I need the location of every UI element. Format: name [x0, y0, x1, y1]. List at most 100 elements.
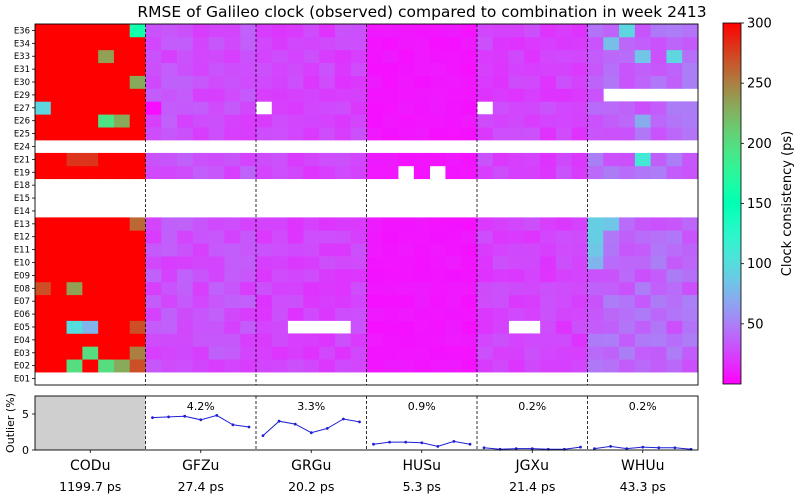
- heatmap-cell: [224, 152, 241, 167]
- heatmap-cell: [445, 36, 462, 51]
- heatmap-cell: [682, 101, 699, 115]
- heatmap-cell: [50, 217, 67, 231]
- heatmap-cell: [445, 217, 462, 231]
- heatmap-cell: [319, 165, 336, 180]
- heatmap-cell: [461, 88, 478, 102]
- heatmap-cell: [366, 243, 383, 257]
- heatmap-cell: [429, 333, 446, 347]
- heatmap-cell: [524, 333, 541, 347]
- heatmap-cell: [508, 36, 525, 51]
- heatmap-cell: [334, 75, 352, 89]
- outlier-percent-label: 0.2%: [518, 400, 546, 413]
- heatmap-cell: [603, 320, 620, 334]
- heatmap-cell: [382, 230, 399, 244]
- heatmap-cell: [445, 49, 462, 64]
- heatmap-cell: [287, 243, 304, 257]
- heatmap-cell: [129, 165, 146, 180]
- heatmap-cell: [461, 62, 478, 76]
- heatmap-cell: [50, 49, 67, 64]
- heatmap-cell: [177, 346, 194, 360]
- heatmap-cell: [508, 62, 525, 76]
- heatmap-cell: [350, 243, 367, 257]
- outlier-point: [641, 445, 645, 449]
- heatmap-cell: [161, 75, 178, 89]
- heatmap-cell: [50, 152, 67, 167]
- heatmap-cell: [413, 114, 430, 128]
- heatmap-cell: [492, 217, 509, 231]
- heatmap-cell: [571, 320, 588, 334]
- heatmap-cell: [366, 62, 383, 76]
- heatmap-cell: [334, 359, 352, 373]
- heatmap-cell: [145, 49, 162, 64]
- heatmap-cell: [477, 49, 494, 64]
- heatmap-cell: [492, 165, 509, 180]
- heatmap-cell: [398, 333, 415, 347]
- heatmap-cell: [461, 281, 478, 296]
- heatmap-cell: [161, 243, 178, 257]
- heatmap-cell: [508, 127, 525, 141]
- outlier-point: [231, 423, 235, 427]
- heatmap-cell: [350, 230, 367, 244]
- heatmap-cell: [603, 307, 620, 321]
- heatmap-cell: [113, 230, 131, 244]
- heatmap-cell: [35, 346, 52, 360]
- heatmap-cell: [129, 36, 146, 51]
- heatmap-cell: [334, 230, 352, 244]
- outlier-point: [325, 427, 329, 430]
- heatmap-cell: [555, 49, 573, 64]
- heatmap-cell: [634, 114, 651, 128]
- heatmap-cell: [634, 359, 651, 373]
- heatmap-cell: [477, 230, 494, 244]
- heatmap-cell: [587, 101, 604, 115]
- heatmap-cell: [145, 127, 162, 141]
- heatmap-cell: [271, 307, 288, 321]
- heatmap-cell: [113, 49, 131, 64]
- heatmap-cell: [445, 320, 462, 334]
- heatmap-cell: [271, 24, 288, 38]
- heatmap-cell: [334, 36, 352, 51]
- colorbar-tick-label: 200: [747, 137, 772, 152]
- heatmap-cell: [571, 101, 588, 115]
- colorbar-label: Clock consistency (ps): [780, 131, 795, 276]
- heatmap-cell: [619, 230, 636, 244]
- outlier-point: [183, 414, 187, 418]
- heatmap-cell: [192, 294, 209, 308]
- heatmap-cell: [113, 217, 131, 231]
- outlier-line: [152, 414, 250, 428]
- heatmap-cell: [650, 36, 667, 51]
- heatmap-cell: [256, 24, 273, 38]
- heatmap-cell: [35, 62, 52, 76]
- satellite-label: E27: [14, 104, 30, 114]
- heatmap-cell: [461, 268, 478, 283]
- heatmap-cell: [334, 333, 352, 347]
- heatmap-cell: [303, 294, 320, 308]
- heatmap-cell: [303, 88, 320, 102]
- heatmap-cell: [634, 49, 651, 64]
- heatmap-cell: [145, 320, 162, 334]
- heatmap-cell: [319, 24, 336, 38]
- heatmap-cell: [413, 152, 430, 167]
- heatmap-cell: [445, 333, 462, 347]
- heatmap-cell: [492, 127, 509, 141]
- heatmap-cell: [540, 62, 557, 76]
- heatmap-cell: [508, 49, 525, 64]
- heatmap-cell: [445, 346, 462, 360]
- heatmap-cell: [398, 268, 415, 283]
- heatmap-cell: [192, 127, 209, 141]
- outlier-point: [579, 445, 582, 449]
- heatmap-cell: [256, 88, 273, 102]
- heatmap-cell: [192, 320, 209, 334]
- outlier-y-tick-label: 5: [22, 408, 29, 421]
- heatmap-cell: [382, 152, 399, 167]
- heatmap-cell: [429, 217, 446, 231]
- heatmap-cell: [256, 75, 273, 89]
- satellite-label: E03: [14, 349, 30, 359]
- heatmap-cell: [555, 268, 573, 283]
- heatmap-cell: [82, 152, 99, 167]
- heatmap-cell: [429, 152, 446, 167]
- heatmap-cell: [98, 165, 115, 180]
- heatmap-cell: [587, 217, 604, 231]
- heatmap-cell: [208, 281, 225, 296]
- heatmap-cell: [303, 281, 320, 296]
- outlier-point: [151, 416, 154, 419]
